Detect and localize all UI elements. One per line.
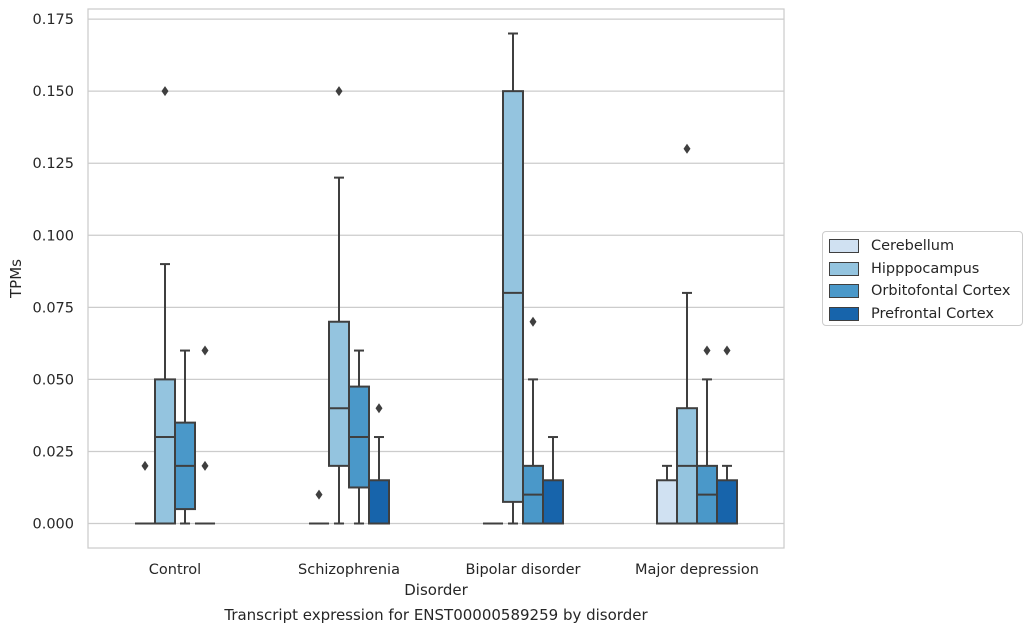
- outlier-point: [141, 460, 149, 471]
- box-body: [716, 479, 738, 525]
- y-tick-label: 0.125: [32, 156, 74, 172]
- box-hipppocampus: [676, 143, 698, 525]
- boxes: [135, 32, 738, 525]
- x-tick-label: Major depression: [635, 562, 759, 578]
- legend-item: Cerebellum: [829, 235, 954, 257]
- box-hipppocampus: [328, 86, 350, 525]
- y-tick-label: 0.175: [32, 12, 74, 28]
- box-body: [656, 479, 678, 525]
- x-tick-label: Schizophrenia: [298, 562, 400, 578]
- box-body: [154, 378, 176, 525]
- outlier-point: [703, 345, 711, 356]
- plot-frame: [87, 8, 785, 549]
- box-body: [542, 479, 564, 525]
- x-tick-labels: Control Schizophrenia Bipolar disorder Majo…: [149, 562, 759, 578]
- legend-item: Prefrontal Cortex: [829, 303, 994, 325]
- outlier-point: [201, 460, 209, 471]
- box-orbitofontal-cortex: [174, 349, 196, 525]
- outlier-point: [529, 316, 537, 327]
- legend-swatch: [829, 261, 859, 276]
- legend-swatch: [829, 239, 859, 253]
- y-tick-label: 0.075: [32, 300, 74, 316]
- box-cerebellum: [309, 489, 329, 525]
- chart-title: Transcript expression for ENST0000058925…: [224, 606, 648, 624]
- legend-item: Hipppocampus: [829, 258, 979, 280]
- legend-label: Cerebellum: [871, 238, 955, 254]
- y-tick-label: 0.000: [32, 517, 74, 533]
- legend-item: Orbitofontal Cortex: [829, 280, 1010, 302]
- y-tick-label: 0.100: [32, 228, 74, 244]
- outlier-point: [723, 345, 731, 356]
- legend-swatch: [829, 284, 859, 298]
- box-cerebellum: [135, 460, 155, 525]
- box-body: [502, 90, 524, 503]
- legend-label: Prefrontal Cortex: [871, 305, 994, 322]
- x-tick-label: Bipolar disorder: [466, 562, 581, 578]
- outlier-point: [683, 143, 691, 154]
- legend-swatch: [829, 306, 859, 321]
- outlier-point: [201, 345, 209, 356]
- outlier-point: [375, 403, 383, 414]
- legend-label: Hipppocampus: [871, 260, 980, 277]
- outlier-point: [315, 489, 323, 500]
- outlier-point: [335, 86, 343, 97]
- box-prefrontal-cortex: [716, 345, 738, 525]
- x-tick-label: Control: [149, 562, 201, 578]
- box-hipppocampus: [502, 32, 524, 525]
- legend-label: Orbitofontal Cortex: [871, 283, 1011, 299]
- box-hipppocampus: [154, 86, 176, 525]
- box-prefrontal-cortex: [368, 403, 390, 525]
- box-body: [368, 479, 390, 525]
- y-tick-label: 0.025: [32, 444, 74, 460]
- box-orbitofontal-cortex: [522, 316, 544, 525]
- y-tick-label: 0.050: [32, 372, 74, 388]
- y-tick-labels: 0.000 0.025 0.050 0.075 0.100 0.125 0.150 0.175: [32, 12, 74, 532]
- y-axis-label: TPMs: [7, 259, 25, 299]
- box-prefrontal-cortex: [542, 436, 564, 525]
- box-cerebellum: [656, 464, 678, 525]
- box-orbitofontal-cortex: [348, 349, 370, 525]
- gridlines: [88, 18, 784, 525]
- outlier-point: [161, 86, 169, 97]
- legend: Cerebellum Hipppocampus Orbitofontal Corte…: [822, 231, 1023, 326]
- box-body: [328, 320, 350, 467]
- y-tick-label: 0.150: [32, 84, 74, 100]
- box-orbitofontal-cortex: [696, 345, 718, 525]
- box-prefrontal-cortex: [195, 345, 215, 525]
- x-axis-label: Disorder: [404, 581, 468, 599]
